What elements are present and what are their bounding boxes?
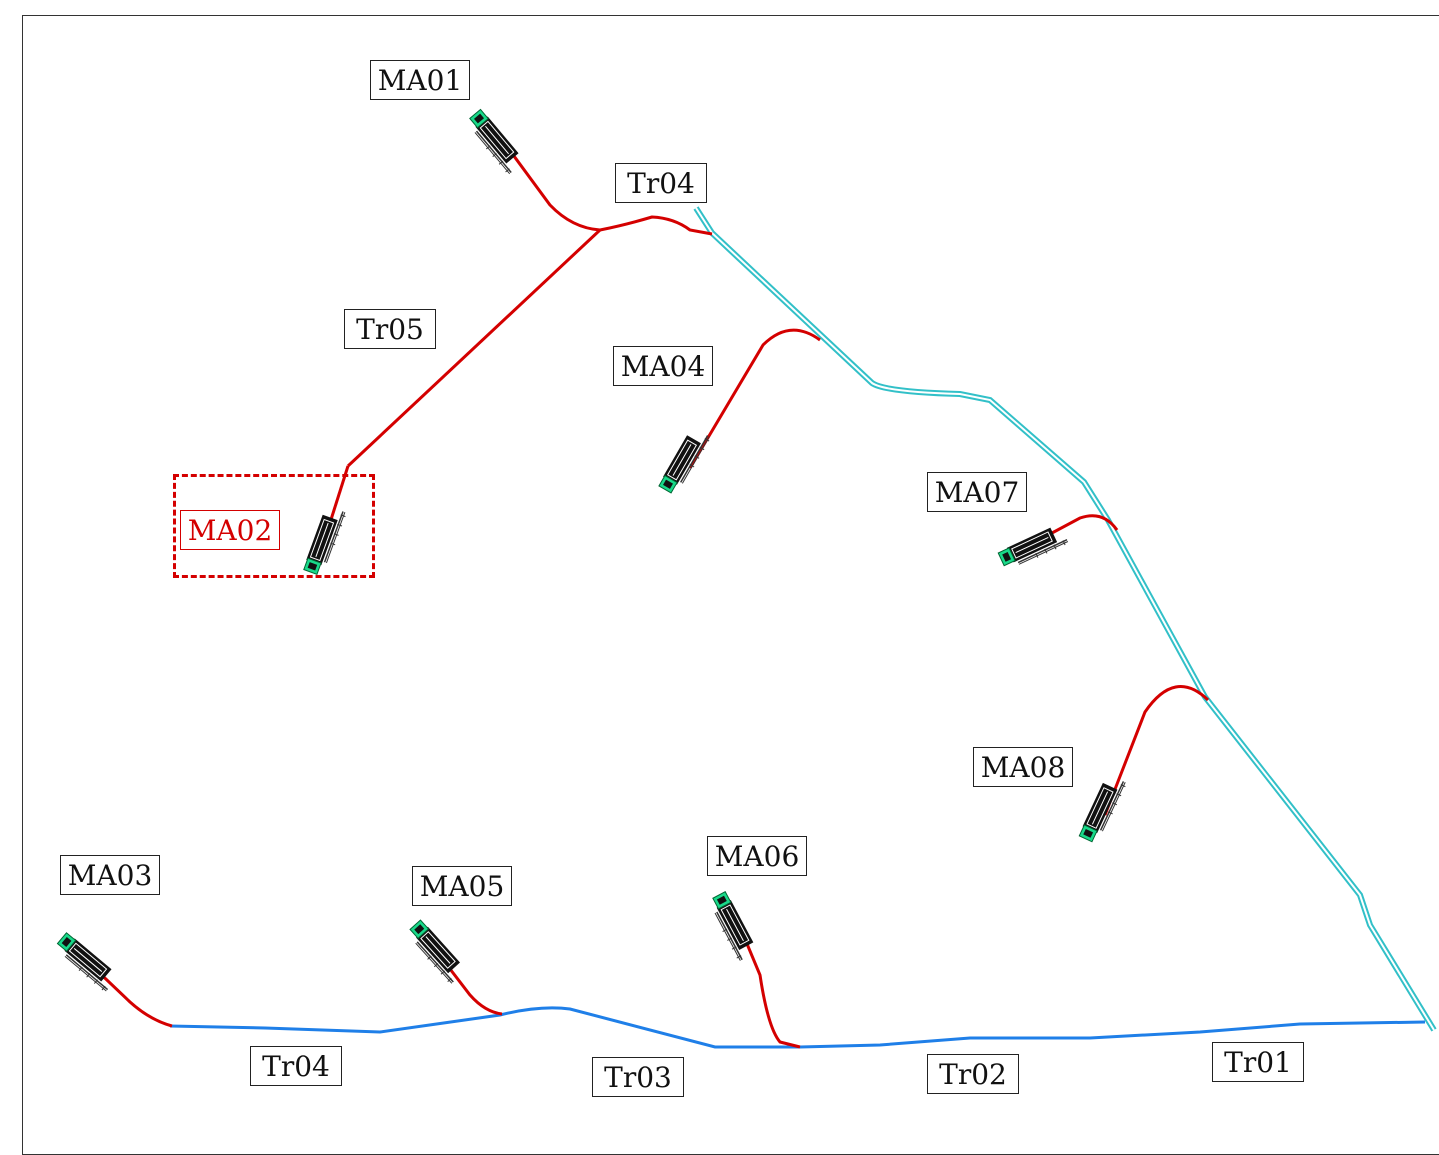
label-tr03[interactable]: Tr03: [592, 1057, 684, 1097]
trunk-right: [693, 206, 1437, 1032]
label-tr05[interactable]: Tr05: [344, 309, 436, 349]
branch-ma04: [688, 328, 821, 469]
machine-icon-ma04[interactable]: [657, 425, 712, 498]
label-ma01[interactable]: MA01: [370, 60, 470, 100]
branch-tr04-top: [599, 215, 713, 236]
machine-icon-ma05[interactable]: [404, 918, 468, 986]
branch-ma03: [86, 960, 173, 1028]
branch-tr05: [346, 228, 602, 468]
machine-icon-ma08[interactable]: [1077, 773, 1128, 846]
label-tr02[interactable]: Tr02: [927, 1054, 1019, 1094]
selection-box[interactable]: [173, 474, 375, 578]
branch-ma06: [733, 914, 801, 1049]
label-tr04-bottom[interactable]: Tr04: [250, 1046, 342, 1086]
label-ma06[interactable]: MA06: [707, 836, 807, 876]
branch-lines: [86, 132, 1210, 1049]
label-ma02[interactable]: MA02: [180, 510, 280, 550]
label-ma04[interactable]: MA04: [613, 346, 713, 386]
label-ma08[interactable]: MA08: [973, 747, 1073, 787]
branch-ma08: [1103, 685, 1210, 816]
label-tr01[interactable]: Tr01: [1212, 1042, 1304, 1082]
label-ma07[interactable]: MA07: [927, 472, 1027, 512]
machine-icon-ma01[interactable]: [463, 108, 526, 176]
branch-ma05: [435, 951, 503, 1016]
label-ma05[interactable]: MA05: [412, 866, 512, 906]
label-ma03[interactable]: MA03: [60, 855, 160, 895]
branch-ma01: [495, 132, 601, 232]
branch-ma07: [1021, 514, 1119, 551]
label-tr04-top[interactable]: Tr04: [615, 163, 707, 203]
